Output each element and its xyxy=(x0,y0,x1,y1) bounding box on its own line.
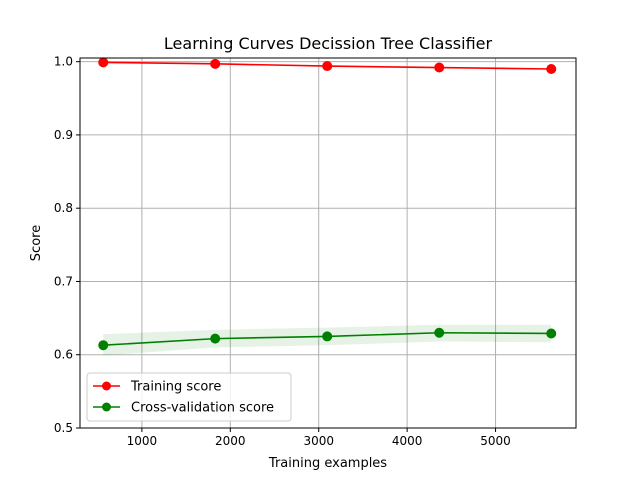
data-point xyxy=(210,333,221,344)
x-tick-label: 5000 xyxy=(480,434,511,448)
data-point xyxy=(98,57,109,68)
series-points xyxy=(98,57,557,351)
axis-ticks: 1000 2000 3000 4000 5000 0.5 0.6 0.7 0.8 0.9 1.0 xyxy=(54,55,511,448)
data-point xyxy=(210,58,221,69)
legend-box xyxy=(86,372,292,422)
y-tick-label: 0.8 xyxy=(54,201,73,215)
data-point xyxy=(322,61,333,72)
data-point xyxy=(98,340,109,351)
x-tick-label: 4000 xyxy=(392,434,423,448)
data-point xyxy=(546,328,557,339)
y-tick-label: 1.0 xyxy=(54,55,73,69)
plot-area xyxy=(80,58,576,428)
y-tick-label: 0.6 xyxy=(54,348,73,362)
x-axis-label: Training examples xyxy=(268,456,387,471)
chart-title: Learning Curves Decission Tree Classifie… xyxy=(164,34,493,53)
plot-frame xyxy=(79,57,577,429)
y-tick-label: 0.9 xyxy=(54,128,73,142)
legend-label: Training score xyxy=(130,380,221,395)
data-point xyxy=(434,62,445,73)
legend-label: Cross-validation score xyxy=(131,401,274,416)
legend-marker xyxy=(102,402,111,412)
legend: Training score Cross-validation score xyxy=(86,372,292,422)
legend-entries: Training score Cross-validation score xyxy=(93,380,274,416)
x-tick-label: 3000 xyxy=(303,434,334,448)
data-point xyxy=(546,63,557,74)
y-tick-label: 0.7 xyxy=(54,274,73,288)
x-tick-label: 1000 xyxy=(127,434,158,448)
y-tick-label: 0.5 xyxy=(54,421,73,435)
legend-marker xyxy=(102,381,111,391)
data-point xyxy=(434,327,445,338)
x-tick-label: 2000 xyxy=(215,434,246,448)
data-point xyxy=(322,331,333,342)
y-axis-label: Score xyxy=(29,225,44,261)
